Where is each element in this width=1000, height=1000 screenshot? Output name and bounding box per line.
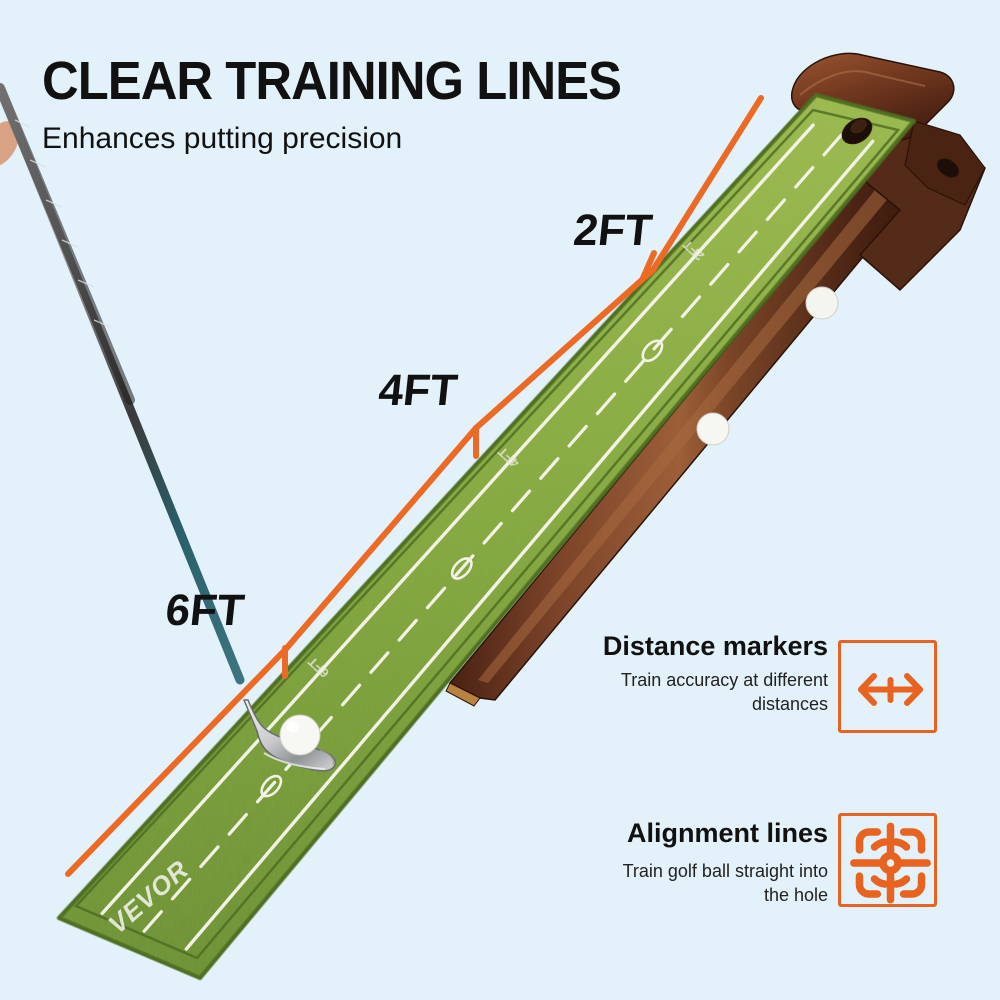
svg-text:6FT: 6FT	[163, 586, 246, 635]
svg-text:2FT: 2FT	[571, 206, 654, 255]
svg-text:4FT: 4FT	[376, 366, 459, 415]
